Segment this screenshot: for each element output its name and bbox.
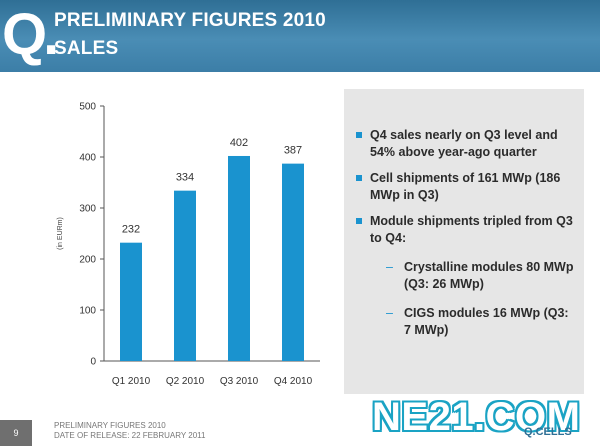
bullet-item: Cell shipments of 161 MWp (186 MWp in Q3… [356,170,574,204]
bullet-square-icon [356,132,362,138]
sub-bullet-item: – CIGS modules 16 MWp (Q3: 7 MWp) [386,306,569,337]
x-tick-label: Q3 2010 [220,376,259,387]
y-tick-label: 400 [79,153,96,164]
footer-text: PRELIMINARY FIGURES 2010 DATE OF RELEASE… [54,421,205,441]
info-panel: Q4 sales nearly on Q3 level and 54% abov… [344,89,584,394]
footer-line-2: DATE OF RELEASE: 22 FEBRUARY 2011 [54,431,206,440]
y-axis-label: (in EURm) [57,217,64,250]
x-tick-label: Q1 2010 [112,376,151,387]
header-banner: Q. PRELIMINARY FIGURES 2010 SALES [0,0,600,72]
y-tick-label: 200 [79,255,96,266]
page-number: 9 [0,420,32,446]
data-label: 232 [122,224,140,236]
bullet-item: Module shipments tripled from Q3 to Q4: [356,213,574,247]
data-label: 387 [284,145,302,157]
bullet-item: Q4 sales nearly on Q3 level and 54% abov… [356,127,574,161]
sub-bullet-item: – Crystalline modules 80 MWp (Q3: 26 MWp) [386,260,574,291]
dash-icon: – [386,260,393,274]
data-label: 334 [176,172,194,184]
sales-bar-chart: 0 100 200 300 400 500 (in EURm) 232 Q1 2010 334 Q2… [57,102,320,387]
y-tick-label: 0 [90,357,96,368]
footer-line-1: PRELIMINARY FIGURES 2010 [54,421,166,430]
bar [228,155,250,361]
y-tick-label: 100 [79,306,96,317]
page-subtitle: SALES [54,38,119,59]
data-label: 402 [230,137,248,149]
y-tick-label: 300 [79,204,96,215]
bullet-square-icon [356,175,362,181]
watermark: NE21.COM [372,395,581,439]
brand-logo: Q.CELLS [524,426,572,438]
bar [120,242,142,361]
bar [282,163,304,361]
y-tick-label: 500 [79,102,96,113]
bar [174,190,196,361]
dash-icon: – [386,306,393,320]
bullet-square-icon [356,218,362,224]
x-tick-label: Q2 2010 [166,376,205,387]
x-tick-label: Q4 2010 [274,376,313,387]
company-logo: Q. [2,2,59,67]
page-title: PRELIMINARY FIGURES 2010 [54,10,326,31]
